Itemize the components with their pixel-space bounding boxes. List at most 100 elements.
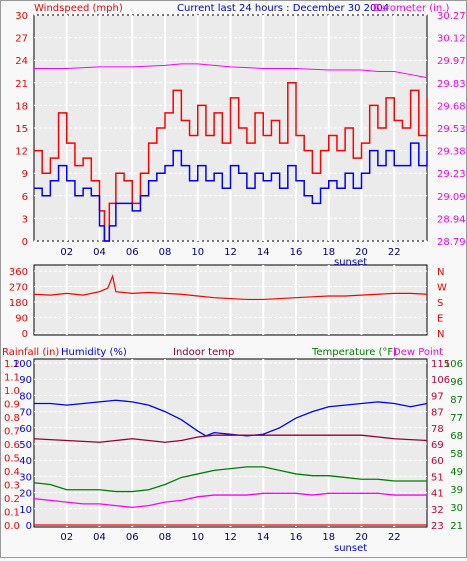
temperature-tick-label-a: 78: [431, 424, 444, 435]
rainfall-tick-label: 0.3: [4, 481, 20, 492]
windspeed-tick-label: 30: [15, 11, 28, 22]
barometer-axis-title: Barometer (in.): [373, 3, 449, 14]
temperature-tick-label-b: 106: [444, 359, 463, 370]
x-tick-label: 06: [126, 532, 139, 543]
x-tick-label: 22: [388, 247, 401, 258]
x-tick-label: 10: [191, 247, 204, 258]
climate-x-ticks: 02 04 06 08 10 12 14 16 18 20 22: [60, 532, 400, 543]
x-tick-label: 08: [159, 532, 172, 543]
direction-compass-label: N: [437, 329, 444, 340]
series-line-indoor-temp: [33, 434, 428, 443]
windspeed-tick-label: 24: [15, 56, 28, 67]
windspeed-tick-label: 18: [15, 101, 28, 112]
barometer-tick-label: 28.94: [437, 214, 466, 225]
x-tick-label: 16: [290, 247, 303, 258]
x-tick-label: 12: [224, 247, 237, 258]
series-line-dew-point: [33, 492, 427, 509]
windspeed-tick-label: 27: [15, 34, 28, 45]
series-line-wind-average: [34, 142, 428, 242]
temperature-tick-label-b: 30: [450, 503, 463, 514]
rainfall-tick-label: 0.2: [4, 494, 20, 505]
temperature-tick-label-b: 68: [450, 431, 463, 442]
indoor-temp-title: Indoor temp: [173, 347, 234, 358]
direction-degree-label: 180: [9, 298, 28, 309]
barometer-tick-label: 29.09: [437, 192, 466, 203]
windspeed-tick-label: 9: [22, 169, 28, 180]
humidity-tick-label: 90: [19, 375, 32, 386]
humidity-tick-label: 30: [19, 472, 32, 483]
windspeed-axis-title: Windspeed (mph): [34, 3, 123, 14]
temperature-tick-label-a: 23: [431, 521, 444, 532]
temperature-tick-label-b: 77: [450, 413, 463, 424]
series-line-humidity-: [34, 399, 428, 437]
humidity-tick-label: 40: [19, 456, 32, 467]
temperature-axis-title: Temperature (°F): [311, 347, 397, 358]
x-tick-label: 14: [257, 532, 270, 543]
temperature-tick-label-a: 87: [431, 408, 444, 419]
direction-compass-label: E: [437, 314, 443, 325]
series-line-wind-direction: [33, 274, 428, 301]
rainfall-ticks: 0.0 0.1 0.2 0.3 0.4 0.5 0.6 0.7 0.8 0.9 1.0 1.1 1.2: [4, 359, 20, 532]
sunset-label-1: sunset: [334, 257, 367, 268]
x-tick-label: 20: [355, 532, 368, 543]
x-tick-label: 10: [191, 532, 204, 543]
climate-panel-grid: [34, 359, 427, 527]
barometer-tick-label: 30.27: [437, 11, 466, 22]
humidity-tick-label: 70: [19, 408, 32, 419]
temperature-tick-label-a: 106: [431, 375, 450, 386]
barometer-tick-label: 28.79: [437, 237, 466, 248]
x-tick-label: 20: [355, 247, 368, 258]
humidity-tick-label: 10: [19, 505, 32, 516]
rainfall-tick-label: 1.2: [4, 359, 20, 370]
x-tick-label: 16: [290, 532, 303, 543]
x-tick-label: 08: [159, 247, 172, 258]
direction-compass-label: N: [437, 267, 444, 278]
barometer-tick-label: 29.38: [437, 147, 466, 158]
rainfall-tick-label: 0.7: [4, 427, 20, 438]
temperature-tick-label-b: 58: [450, 449, 463, 460]
rainfall-tick-label: 1.0: [4, 386, 20, 397]
temperature-tick-label-b: 21: [450, 521, 463, 532]
windspeed-tick-label: 0: [22, 237, 28, 248]
direction-degree-label: 270: [9, 283, 28, 294]
series-line-windspeed-mph-: [34, 82, 428, 242]
rainfall-tick-label: 0.8: [4, 413, 20, 424]
barometer-tick-label: 29.23: [437, 169, 466, 180]
barometer-tick-label: 29.53: [437, 124, 466, 135]
rainfall-axis-title: Rainfall (in): [2, 347, 59, 358]
series-line-barometer-in-: [34, 63, 428, 79]
temperature-tick-label-a: 41: [431, 489, 444, 500]
direction-compass-label: W: [437, 283, 447, 294]
x-tick-label: 02: [60, 532, 73, 543]
rainfall-tick-label: 0.5: [4, 454, 20, 465]
rainfall-tick-label: 0.1: [4, 508, 20, 519]
climate-series: [33, 399, 428, 526]
sunset-label-2: sunset: [334, 543, 367, 554]
dewpoint-axis-title: Dew Point: [393, 347, 443, 358]
direction-degree-label: 90: [15, 314, 28, 325]
series-line-temperature-f-: [33, 466, 427, 493]
temperature-tick-label-b: 49: [450, 467, 463, 478]
barometer-tick-label: 30.12: [437, 34, 466, 45]
direction-compass-label: S: [437, 298, 443, 309]
x-tick-label: 12: [224, 532, 237, 543]
temperature-tick-label-b: 87: [450, 395, 463, 406]
temperature-ticks-b: 21 30 39 49 58 68 77 87 96 106: [444, 359, 463, 532]
rainfall-tick-label: 0.0: [4, 521, 20, 532]
x-tick-label: 04: [93, 532, 106, 543]
wind-x-ticks: 02 04 06 08 10 12 14 16 18 20 22: [60, 247, 400, 258]
temperature-tick-label-a: 51: [431, 472, 444, 483]
humidity-tick-label: 60: [19, 424, 32, 435]
temperature-ticks-a: 23 32 41 51 60 69 78 87 97 106 115: [431, 359, 450, 532]
chart-title: Current last 24 hours : December 30 2004: [177, 3, 389, 14]
barometer-ticks: 28.79 28.94 29.09 29.23 29.38 29.53 29.68 29.83…: [437, 11, 466, 248]
temperature-tick-label-b: 39: [450, 485, 463, 496]
humidity-tick-label: 50: [19, 440, 32, 451]
rainfall-tick-label: 0.4: [4, 467, 20, 478]
windspeed-tick-label: 21: [15, 79, 28, 90]
temperature-tick-label-a: 115: [431, 359, 450, 370]
temperature-tick-label-a: 97: [431, 391, 444, 402]
direction-degree-label: 360: [9, 267, 28, 278]
